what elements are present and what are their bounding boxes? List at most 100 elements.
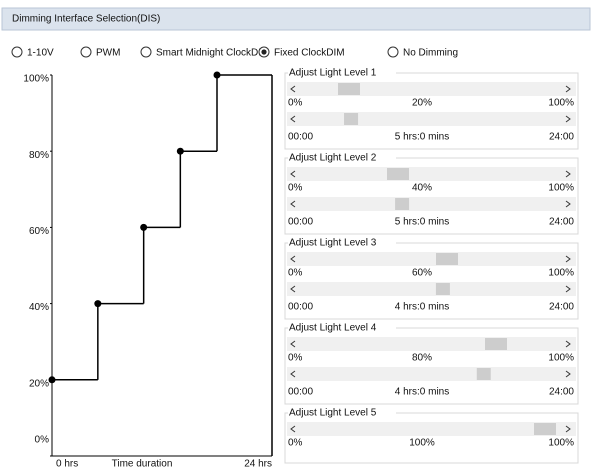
level-max-label: 100% — [548, 183, 574, 194]
level-min-label: 0% — [288, 353, 303, 364]
scroll-left-arrow[interactable] — [290, 85, 296, 93]
scroll-track — [287, 367, 576, 381]
scroll-left-arrow[interactable] — [290, 200, 296, 208]
time-value-label: 5 hrs:0 mins — [395, 217, 449, 228]
scroll-thumb[interactable] — [338, 83, 360, 95]
y-tick-label: 0% — [35, 435, 50, 446]
scroll-left-arrow[interactable] — [290, 170, 296, 178]
time-max-label: 24:00 — [549, 387, 574, 398]
radio-label[interactable]: No Dimming — [403, 48, 458, 59]
scroll-track — [287, 197, 576, 211]
radio-button[interactable] — [80, 46, 92, 58]
level-min-label: 0% — [288, 438, 303, 449]
time-min-label: 00:00 — [288, 302, 313, 313]
y-tick-label: 20% — [29, 378, 49, 389]
scroll-left-arrow[interactable] — [290, 115, 296, 123]
scroll-right-arrow[interactable] — [565, 115, 571, 123]
y-tick-label: 100% — [23, 74, 49, 85]
level-max-label: 100% — [548, 353, 574, 364]
scroll-left-arrow[interactable] — [290, 255, 296, 263]
radio-button[interactable] — [140, 46, 152, 58]
scroll-track — [287, 252, 576, 266]
scroll-right-arrow[interactable] — [565, 340, 571, 348]
group-box — [284, 412, 579, 464]
time-max-label: 24:00 — [549, 132, 574, 143]
level-value-label: 100% — [409, 438, 435, 449]
group-title-bg — [288, 237, 396, 249]
scroll-thumb[interactable] — [476, 368, 491, 380]
scroll-left-arrow[interactable] — [290, 285, 296, 293]
group-box — [284, 72, 579, 150]
scroll-right-arrow[interactable] — [565, 425, 571, 433]
scroll-right-arrow[interactable] — [565, 370, 571, 378]
scroll-thumb[interactable] — [485, 338, 507, 350]
step-point — [213, 71, 221, 79]
y-tick-label: 60% — [29, 226, 49, 237]
scroll-left-arrow[interactable] — [290, 340, 296, 348]
level-min-label: 0% — [288, 98, 303, 109]
scroll-track — [287, 82, 576, 96]
scroll-right-arrow[interactable] — [565, 170, 571, 178]
time-value-label: 5 hrs:0 mins — [395, 132, 449, 143]
header-title: Dimming Interface Selection(DIS) — [12, 14, 160, 25]
x-start-label: 0 hrs — [56, 459, 78, 470]
radio-button[interactable] — [387, 46, 399, 58]
scroll-thumb[interactable] — [387, 168, 409, 180]
scroll-right-arrow[interactable] — [565, 200, 571, 208]
step-point — [176, 147, 184, 155]
level-max-label: 100% — [548, 438, 574, 449]
time-min-label: 00:00 — [288, 217, 313, 228]
scroll-thumb[interactable] — [435, 283, 450, 295]
group-title-bg — [288, 322, 396, 334]
scroll-track — [287, 167, 576, 181]
radio-button[interactable] — [11, 46, 23, 58]
group-box — [284, 157, 579, 235]
scroll-left-arrow[interactable] — [290, 425, 296, 433]
step-point — [94, 300, 102, 308]
group-title: Adjust Light Level 1 — [289, 68, 377, 79]
scroll-right-arrow[interactable] — [565, 285, 571, 293]
level-value-label: 40% — [412, 183, 432, 194]
time-value-label: 4 hrs:0 mins — [395, 387, 449, 398]
group-title-bg — [288, 152, 396, 164]
group-title-bg — [288, 67, 396, 79]
scroll-thumb[interactable] — [436, 253, 458, 265]
scroll-thumb[interactable] — [534, 423, 556, 435]
level-value-label: 80% — [412, 353, 432, 364]
y-tick-label: 40% — [29, 302, 49, 313]
radio-label[interactable]: PWM — [96, 48, 120, 59]
scroll-right-arrow[interactable] — [565, 255, 571, 263]
level-value-label: 60% — [412, 268, 432, 279]
scroll-thumb[interactable] — [395, 198, 410, 210]
level-min-label: 0% — [288, 183, 303, 194]
step-point — [48, 376, 56, 384]
scroll-thumb[interactable] — [344, 113, 359, 125]
level-value-label: 20% — [412, 98, 432, 109]
scroll-track — [287, 282, 576, 296]
x-title: Time duration — [112, 459, 173, 470]
group-title-bg — [288, 407, 396, 419]
group-box — [284, 327, 579, 405]
radio-label[interactable]: 1-10V — [27, 48, 54, 59]
scroll-right-arrow[interactable] — [565, 85, 571, 93]
header-bar — [1, 7, 591, 31]
radio-label[interactable]: Smart Midnight ClockDIM — [156, 48, 269, 59]
time-min-label: 00:00 — [288, 132, 313, 143]
group-title: Adjust Light Level 5 — [289, 408, 377, 419]
level-max-label: 100% — [548, 268, 574, 279]
scroll-track — [287, 422, 576, 436]
scroll-left-arrow[interactable] — [290, 370, 296, 378]
radio-dot — [261, 49, 267, 55]
radio-label[interactable]: Fixed ClockDIM — [274, 48, 345, 59]
step-point — [140, 223, 148, 231]
time-min-label: 00:00 — [288, 387, 313, 398]
scroll-track — [287, 112, 576, 126]
level-max-label: 100% — [548, 98, 574, 109]
group-box — [284, 242, 579, 320]
scroll-track — [287, 337, 576, 351]
level-min-label: 0% — [288, 268, 303, 279]
time-max-label: 24:00 — [549, 217, 574, 228]
group-title: Adjust Light Level 3 — [289, 238, 377, 249]
group-title: Adjust Light Level 2 — [289, 153, 377, 164]
